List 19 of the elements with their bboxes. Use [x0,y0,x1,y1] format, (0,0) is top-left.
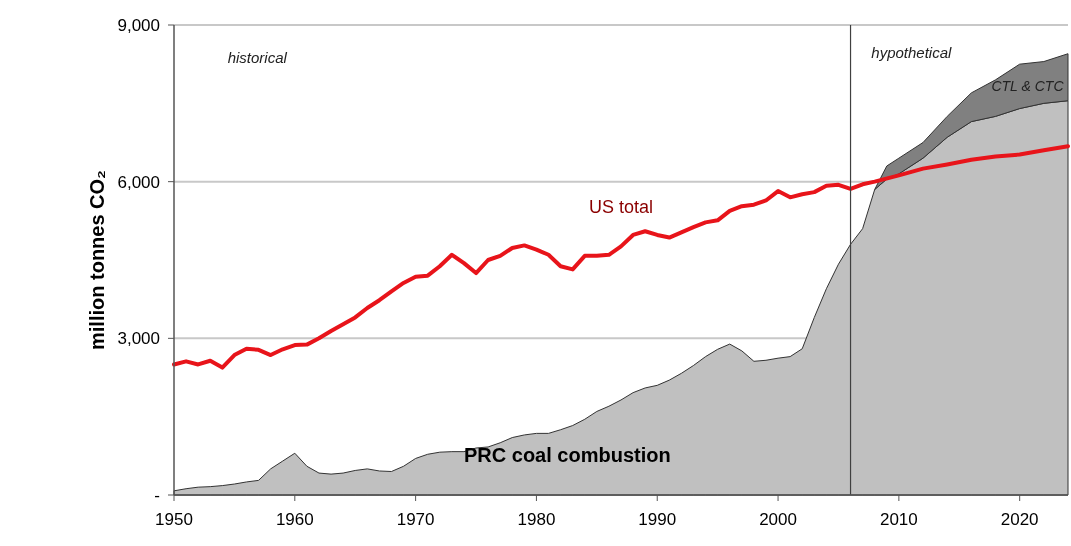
series-label: CTL & CTC [991,77,1065,94]
line-series [172,144,1070,370]
y-tick-label: 6,000 [117,172,160,192]
x-tick-label: 1990 [638,510,677,529]
series-label: PRC coal combustion [464,444,671,467]
x-tick-label: 2000 [759,510,797,529]
annotation: hypothetical [871,43,953,61]
y-axis-title: million tonnes CO₂ [86,170,108,350]
y-tick-label: 3,000 [117,329,160,349]
x-tick-label: 1970 [396,510,435,529]
series-label: US total [588,197,654,217]
annotation: historical [227,48,288,66]
x-tick-label: 1950 [155,510,193,529]
x-tick-label: 2020 [1000,510,1039,529]
y-tick-label: 9,000 [117,15,160,35]
x-tick-label: 1980 [517,510,556,529]
x-tick-label: 2010 [879,510,918,529]
x-tick-label: 1960 [275,510,314,529]
y-tick-label: - [154,485,160,505]
